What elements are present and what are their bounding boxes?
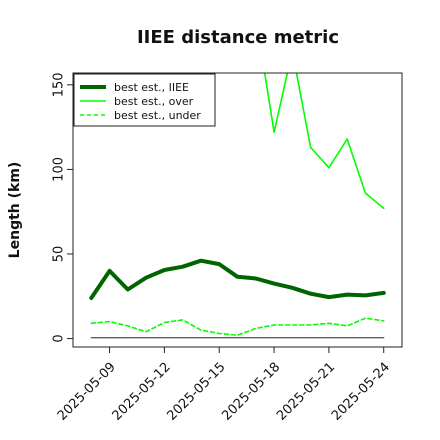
x-tick-label: 2025-05-12 (110, 360, 174, 424)
y-tick-label: 150 (52, 72, 67, 97)
y-tick-label: 50 (52, 246, 67, 263)
series-line-0 (89, 258, 386, 300)
series-line-1 (263, 73, 385, 210)
legend-entry-under: best est., under (114, 109, 201, 122)
y-axis-label: Length (km) (7, 162, 23, 259)
x-tick-label: 2025-05-24 (329, 360, 393, 424)
plot-frame (72, 72, 403, 348)
legend-entry-over: best est., over (114, 95, 194, 108)
y-tick-label: 100 (52, 157, 67, 182)
legend-box (73, 73, 216, 127)
y-tick-label: 0 (52, 334, 67, 342)
series-line-2 (90, 317, 385, 336)
series-layer (89, 73, 386, 339)
x-tick-label: 2025-05-21 (274, 360, 338, 424)
chart-title: IIEE distance metric (137, 27, 339, 48)
legend-entry-iiee: best est., IIEE (114, 81, 189, 94)
legend: best est., IIEE best est., over best est… (73, 73, 216, 127)
